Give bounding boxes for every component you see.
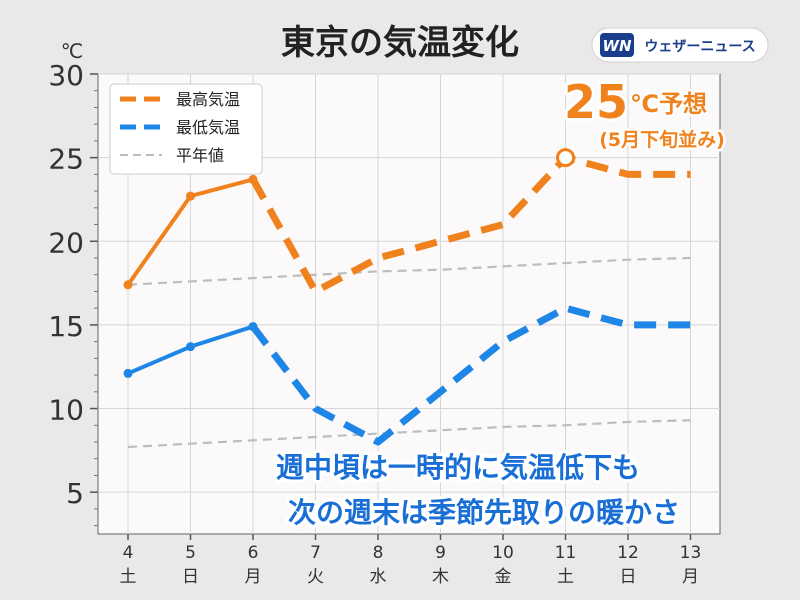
forecast-value: 25 bbox=[564, 75, 628, 129]
normal-line-normal_high bbox=[127, 256, 691, 286]
y-axis: 5 10 15 20 25 30 bbox=[48, 59, 98, 527]
point-high-6 bbox=[248, 174, 258, 184]
x-weekday-label-13: 月 bbox=[682, 567, 699, 587]
y-tick-label-20: 20 bbox=[48, 226, 84, 259]
legend-high-label: 最高気温 bbox=[176, 90, 240, 109]
x-tick-label-11: 11 bbox=[555, 543, 577, 563]
message-callout: 週中頃は一時的に気温低下も 次の週末は季節先取りの暖かさ bbox=[272, 448, 683, 533]
x-tick-label-10: 10 bbox=[492, 543, 514, 563]
x-tick-label-6: 6 bbox=[248, 543, 259, 563]
point-high-4 bbox=[123, 280, 133, 290]
y-tick-label-30: 30 bbox=[48, 59, 84, 92]
x-tick-label-8: 8 bbox=[373, 543, 384, 563]
brand-mark: WN bbox=[602, 37, 632, 55]
x-axis: 4 土 5 日 6 月 7 火 8 水 9 木 10 金 11 土 12 日 13 月 bbox=[120, 534, 702, 587]
x-weekday-label-8: 水 bbox=[370, 567, 387, 587]
point-high-5 bbox=[186, 191, 195, 201]
y-axis-unit: ℃ bbox=[61, 39, 83, 63]
legend-low-label: 最低気温 bbox=[176, 118, 240, 137]
x-weekday-label-10: 金 bbox=[495, 567, 512, 587]
x-weekday-label-4: 土 bbox=[120, 567, 137, 587]
forecast-unit: ℃予想 bbox=[630, 90, 707, 118]
forecast-note: (5月下旬並み) bbox=[599, 128, 725, 151]
y-tick-label-10: 10 bbox=[48, 394, 84, 427]
x-weekday-label-6: 月 bbox=[245, 567, 262, 587]
x-weekday-label-12: 日 bbox=[620, 567, 637, 587]
x-tick-label-13: 13 bbox=[680, 543, 702, 563]
chart-title: 東京の気温変化 bbox=[281, 23, 519, 63]
message-line-1: 週中頃は一時的に気温低下も bbox=[276, 451, 640, 484]
x-weekday-label-7: 火 bbox=[307, 567, 324, 587]
x-weekday-label-5: 日 bbox=[182, 567, 199, 587]
brand-logo: WN ウェザーニュース bbox=[591, 27, 769, 63]
point-low-6 bbox=[248, 322, 258, 332]
legend-normal-label: 平年値 bbox=[176, 146, 224, 165]
normal-lines bbox=[127, 256, 691, 449]
x-tick-label-4: 4 bbox=[123, 543, 134, 563]
x-weekday-label-11: 土 bbox=[557, 567, 574, 587]
x-tick-label-12: 12 bbox=[617, 543, 639, 563]
highlight-point bbox=[556, 148, 575, 168]
legend: 最高気温 最低気温 平年値 bbox=[109, 83, 263, 175]
series-low-forecast bbox=[250, 304, 691, 446]
y-tick-label-15: 15 bbox=[48, 310, 84, 343]
y-tick-label-5: 5 bbox=[66, 477, 84, 510]
x-tick-label-9: 9 bbox=[435, 543, 446, 563]
series-lines bbox=[123, 148, 691, 446]
x-tick-label-7: 7 bbox=[310, 543, 321, 563]
series-high-forecast bbox=[249, 154, 691, 295]
point-low-5 bbox=[186, 342, 195, 352]
forecast-callout: 25 ℃予想 (5月下旬並み) bbox=[561, 72, 727, 154]
brand-name: ウェザーニュース bbox=[644, 39, 755, 55]
message-line-2: 次の週末は季節先取りの暖かさ bbox=[288, 496, 680, 529]
x-tick-label-5: 5 bbox=[185, 543, 196, 563]
normal-line-normal_low bbox=[127, 419, 691, 449]
y-tick-label-25: 25 bbox=[48, 143, 84, 176]
x-weekday-label-9: 木 bbox=[432, 567, 449, 587]
point-low-4 bbox=[123, 368, 133, 378]
